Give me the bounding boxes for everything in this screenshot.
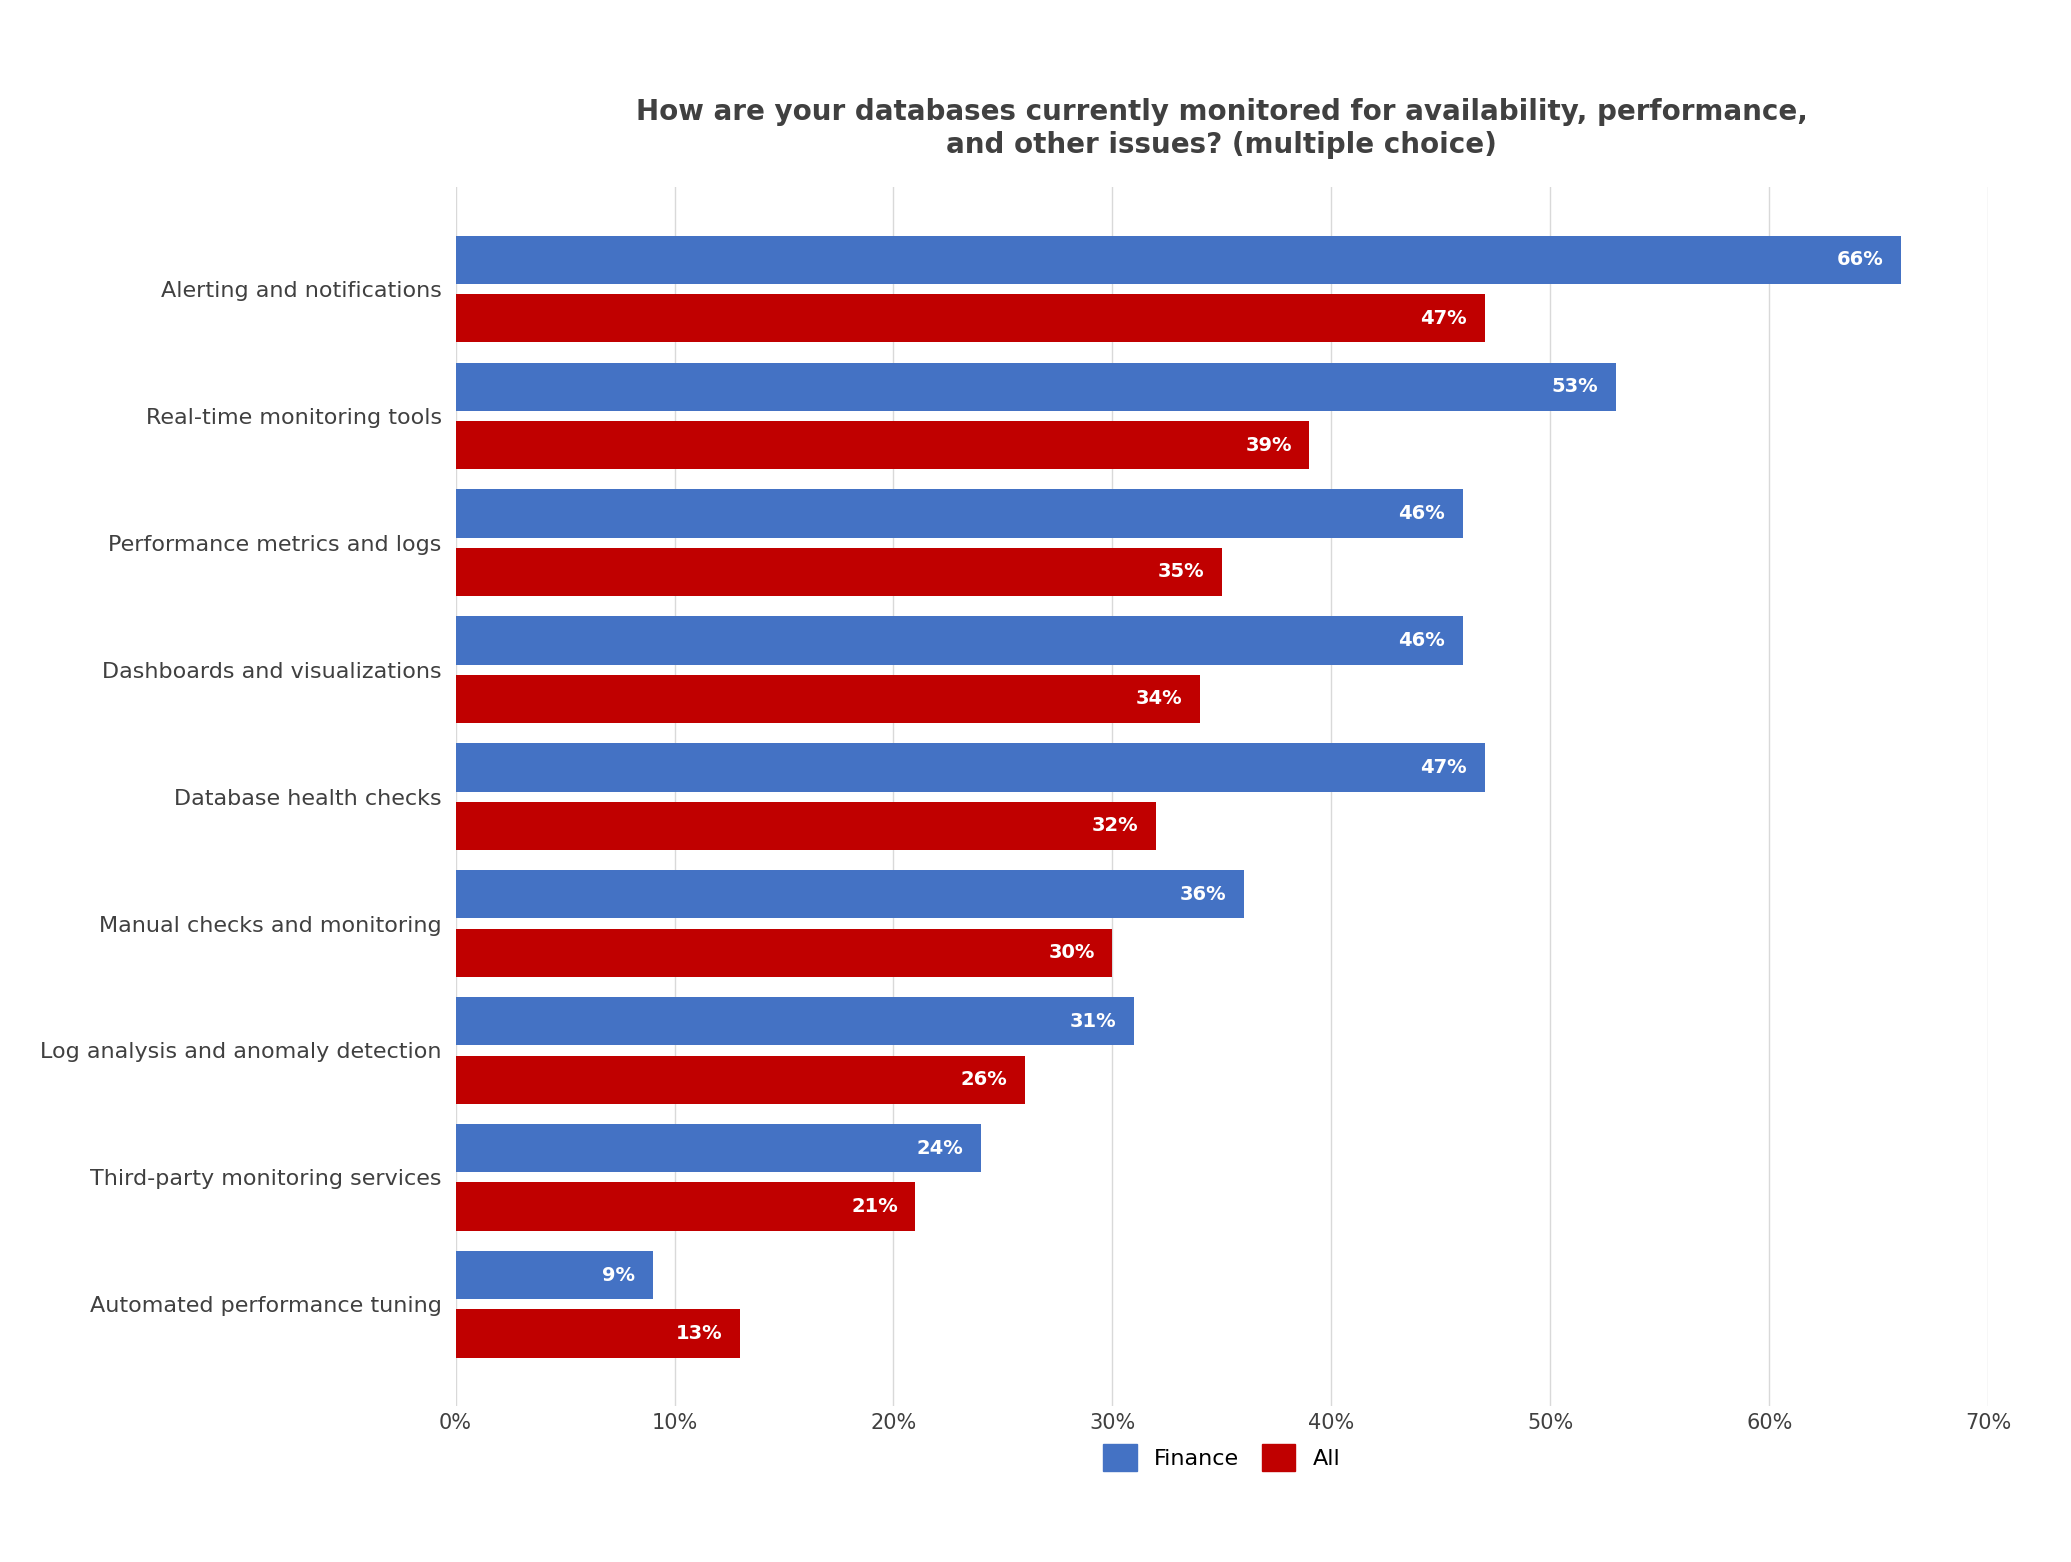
Text: 35%: 35% [1158,562,1205,581]
Bar [456,548,1222,597]
Bar [456,801,1156,850]
Text: 53%: 53% [1551,376,1599,397]
Bar [456,422,1309,469]
Bar [456,1125,982,1172]
Text: 39%: 39% [1245,436,1292,455]
Bar [456,675,1199,723]
Text: 34%: 34% [1135,689,1183,709]
Title: How are your databases currently monitored for availability, performance,
and ot: How are your databases currently monitor… [636,98,1808,159]
Bar [456,929,1112,976]
Bar [456,489,1462,537]
Bar [456,362,1615,411]
Text: 46%: 46% [1398,631,1446,650]
Text: 36%: 36% [1180,884,1226,904]
Text: 47%: 47% [1421,309,1466,328]
Legend: Finance, All: Finance, All [1093,1435,1350,1479]
Bar [456,997,1135,1045]
Text: 66%: 66% [1837,250,1883,269]
Bar [456,870,1245,918]
Text: 32%: 32% [1091,817,1139,836]
Bar [456,617,1462,665]
Text: 21%: 21% [851,1196,899,1217]
Text: 47%: 47% [1421,758,1466,776]
Bar [456,294,1485,342]
Text: 9%: 9% [603,1265,636,1284]
Bar [456,1251,652,1300]
Text: 13%: 13% [675,1325,723,1343]
Bar [456,1182,915,1231]
Text: 30%: 30% [1048,943,1096,962]
Text: 24%: 24% [917,1139,963,1157]
Bar [456,1309,739,1357]
Text: 46%: 46% [1398,505,1446,523]
Bar [456,1056,1025,1104]
Text: 26%: 26% [961,1070,1007,1089]
Text: 31%: 31% [1071,1012,1116,1031]
Bar [456,236,1901,284]
Bar [456,744,1485,792]
